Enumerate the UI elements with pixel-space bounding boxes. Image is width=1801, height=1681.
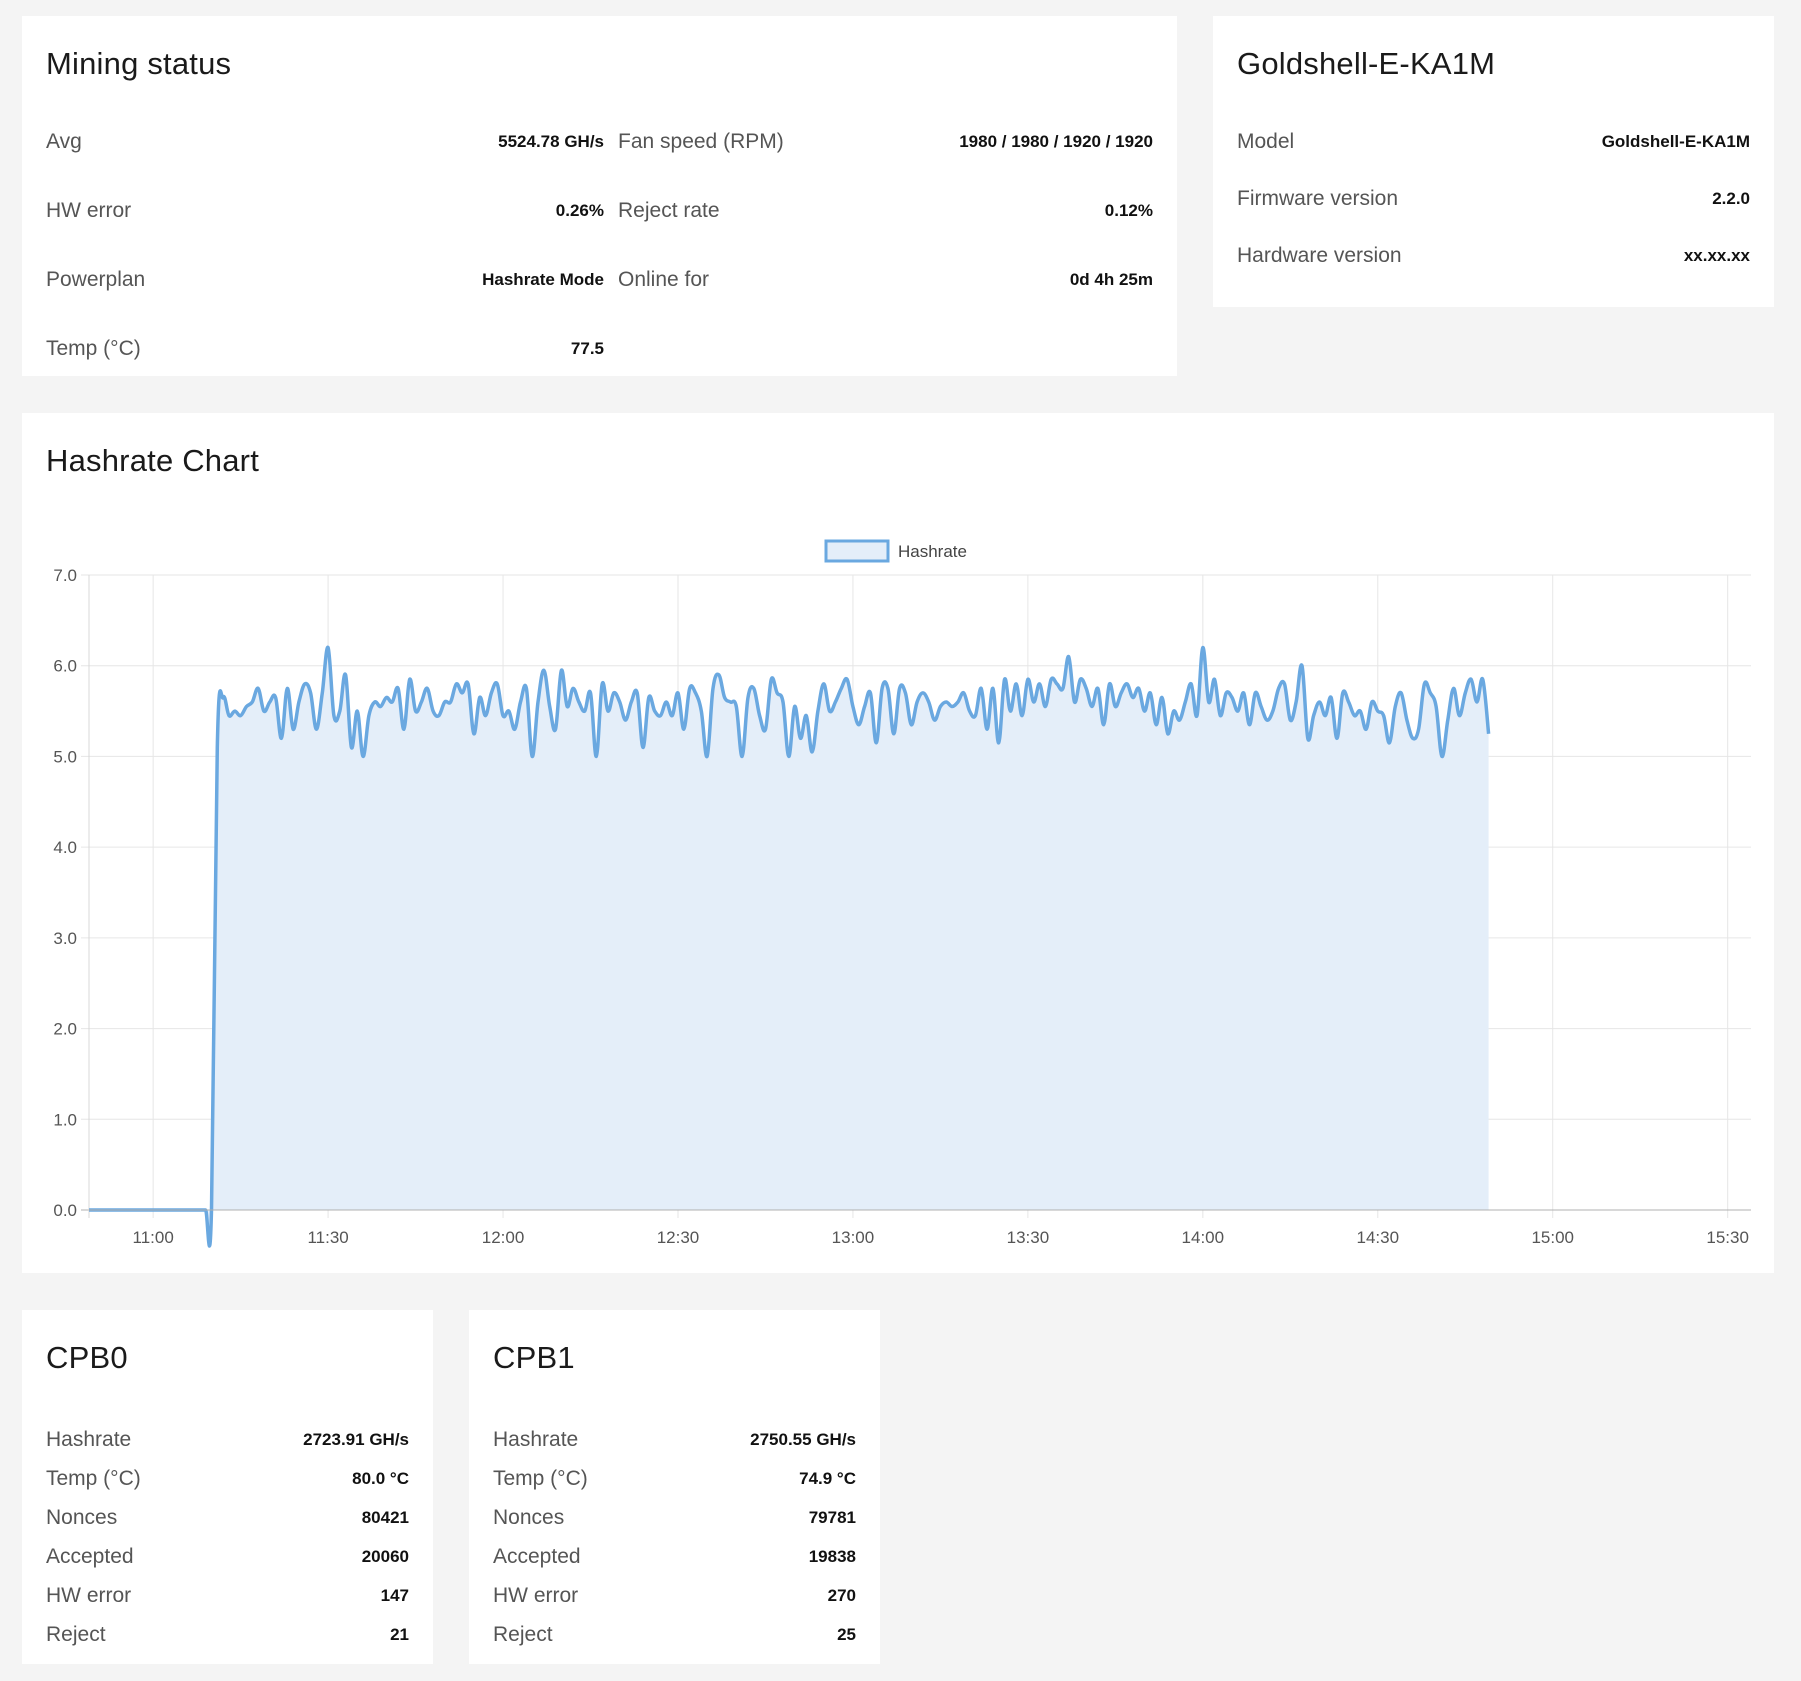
status-row-powerplan: Powerplan Hashrate Mode bbox=[46, 268, 604, 292]
status-value: 77.5 bbox=[570, 339, 604, 358]
status-row-online-for: Online for 0d 4h 25m bbox=[618, 268, 1153, 292]
status-value: 0.12% bbox=[1104, 201, 1153, 220]
cpb1-row-hw-error: HW error 270 bbox=[493, 1584, 856, 1608]
cpb-label: Nonces bbox=[46, 1506, 118, 1529]
status-value: 1980 / 1980 / 1920 / 1920 bbox=[959, 132, 1153, 151]
cpb-value: 147 bbox=[380, 1586, 409, 1605]
y-tick-label: 5.0 bbox=[53, 747, 77, 766]
status-label: Temp (°C) bbox=[46, 337, 141, 360]
x-tick-label: 12:30 bbox=[657, 1228, 700, 1247]
status-label: Avg bbox=[46, 130, 82, 153]
x-tick-label: 13:30 bbox=[1007, 1228, 1050, 1247]
device-row-firmware: Firmware version 2.2.0 bbox=[1237, 187, 1750, 211]
device-value: xx.xx.xx bbox=[1683, 246, 1750, 265]
device-label: Firmware version bbox=[1237, 187, 1399, 210]
cpb-value: 21 bbox=[390, 1625, 409, 1644]
cpb0-row-nonces: Nonces 80421 bbox=[46, 1506, 409, 1530]
x-tick-label: 12:00 bbox=[482, 1228, 525, 1247]
cpb0-title: CPB0 bbox=[46, 1340, 128, 1375]
cpb-label: HW error bbox=[46, 1584, 132, 1607]
mining-status-title: Mining status bbox=[46, 46, 232, 81]
status-label: Fan speed (RPM) bbox=[618, 130, 784, 153]
x-tick-label: 13:00 bbox=[832, 1228, 875, 1247]
cpb-label: Hashrate bbox=[46, 1428, 132, 1451]
series-line-hashrate bbox=[88, 645, 1491, 1248]
x-tick-label: 11:30 bbox=[307, 1228, 348, 1247]
status-label: HW error bbox=[46, 199, 132, 222]
device-label: Hardware version bbox=[1237, 244, 1402, 267]
cpb0-row-hw-error: HW error 147 bbox=[46, 1584, 409, 1608]
cpb0-row-accepted: Accepted 20060 bbox=[46, 1545, 409, 1569]
cpb1-title: CPB1 bbox=[493, 1340, 575, 1375]
cpb-label: Hashrate bbox=[493, 1428, 579, 1451]
y-tick-label: 4.0 bbox=[53, 838, 77, 857]
status-row-fan-speed: Fan speed (RPM) 1980 / 1980 / 1920 / 192… bbox=[618, 130, 1153, 154]
legend-swatch-hashrate bbox=[824, 539, 890, 563]
status-label: Powerplan bbox=[46, 268, 146, 291]
cpb-label: Temp (°C) bbox=[46, 1467, 141, 1490]
device-row-model: Model Goldshell-E-KA1M bbox=[1237, 130, 1750, 154]
cpb-label: Temp (°C) bbox=[493, 1467, 588, 1490]
cpb0-card: CPB0 Hashrate 2723.91 GH/s Temp (°C) 80.… bbox=[22, 1310, 433, 1664]
device-value: Goldshell-E-KA1M bbox=[1601, 132, 1750, 151]
status-value: Hashrate Mode bbox=[482, 270, 604, 289]
x-tick-label: 14:30 bbox=[1357, 1228, 1400, 1247]
device-value: 2.2.0 bbox=[1712, 189, 1750, 208]
cpb1-card: CPB1 Hashrate 2750.55 GH/s Temp (°C) 74.… bbox=[469, 1310, 880, 1664]
cpb0-row-temp: Temp (°C) 80.0 °C bbox=[46, 1467, 409, 1491]
device-info-card: Goldshell-E-KA1M Model Goldshell-E-KA1M … bbox=[1213, 16, 1774, 307]
cpb-label: Reject bbox=[46, 1623, 106, 1646]
device-label: Model bbox=[1237, 130, 1295, 153]
hashrate-chart-title: Hashrate Chart bbox=[46, 443, 260, 478]
cpb-value: 25 bbox=[837, 1625, 856, 1644]
cpb-value: 2750.55 GH/s bbox=[750, 1430, 856, 1449]
x-tick-label: 11:00 bbox=[133, 1228, 174, 1247]
status-value: 5524.78 GH/s bbox=[498, 132, 604, 151]
legend-label-hashrate: Hashrate bbox=[898, 542, 967, 561]
cpb-label: Reject bbox=[493, 1623, 553, 1646]
y-tick-label: 2.0 bbox=[53, 1020, 77, 1039]
cpb-value: 19838 bbox=[808, 1547, 856, 1566]
cpb-label: Accepted bbox=[46, 1545, 134, 1568]
status-value: 0.26% bbox=[555, 201, 604, 220]
series-area-hashrate bbox=[89, 647, 1489, 1246]
cpb1-row-nonces: Nonces 79781 bbox=[493, 1506, 856, 1530]
cpb1-row-temp: Temp (°C) 74.9 °C bbox=[493, 1467, 856, 1491]
status-label: Reject rate bbox=[618, 199, 720, 222]
cpb1-row-accepted: Accepted 19838 bbox=[493, 1545, 856, 1569]
x-tick-label: 15:00 bbox=[1531, 1228, 1574, 1247]
status-label: Online for bbox=[618, 268, 710, 291]
cpb-value: 270 bbox=[827, 1586, 856, 1605]
cpb-value: 74.9 °C bbox=[799, 1469, 856, 1488]
cpb-label: Accepted bbox=[493, 1545, 581, 1568]
status-row-hw-error: HW error 0.26% bbox=[46, 199, 604, 223]
cpb-label: HW error bbox=[493, 1584, 579, 1607]
device-title: Goldshell-E-KA1M bbox=[1237, 46, 1496, 81]
cpb-value: 79781 bbox=[808, 1508, 856, 1527]
cpb-value: 2723.91 GH/s bbox=[303, 1430, 409, 1449]
cpb-value: 80.0 °C bbox=[352, 1469, 409, 1488]
status-row-temp: Temp (°C) 77.5 bbox=[46, 337, 604, 361]
y-tick-label: 0.0 bbox=[53, 1201, 77, 1220]
cpb1-row-hashrate: Hashrate 2750.55 GH/s bbox=[493, 1428, 856, 1452]
x-tick-label: 15:30 bbox=[1706, 1228, 1749, 1247]
cpb-label: Nonces bbox=[493, 1506, 565, 1529]
status-value: 0d 4h 25m bbox=[1069, 270, 1153, 289]
mining-status-card: Mining status Avg 5524.78 GH/s HW error … bbox=[22, 16, 1177, 376]
cpb0-row-hashrate: Hashrate 2723.91 GH/s bbox=[46, 1428, 409, 1452]
hashrate-chart: 0.0 1.0 2.0 3.0 4.0 5.0 6.0 7.0 11:00 11:30 12:00 1… bbox=[53, 539, 1751, 1248]
y-tick-label: 7.0 bbox=[53, 566, 77, 585]
cpb1-row-reject: Reject 25 bbox=[493, 1623, 856, 1647]
y-tick-label: 1.0 bbox=[53, 1110, 77, 1129]
device-row-hardware: Hardware version xx.xx.xx bbox=[1237, 244, 1750, 268]
status-row-avg: Avg 5524.78 GH/s bbox=[46, 130, 604, 154]
status-row-reject-rate: Reject rate 0.12% bbox=[618, 199, 1153, 223]
x-tick-label: 14:00 bbox=[1182, 1228, 1225, 1247]
cpb-value: 80421 bbox=[361, 1508, 409, 1527]
cpb0-row-reject: Reject 21 bbox=[46, 1623, 409, 1647]
y-tick-label: 3.0 bbox=[53, 929, 77, 948]
cpb-value: 20060 bbox=[361, 1547, 409, 1566]
y-tick-label: 6.0 bbox=[53, 657, 77, 676]
hashrate-chart-card: Hashrate Chart 0.0 1.0 2.0 3.0 4.0 5.0 6.0 7.0 1… bbox=[22, 413, 1774, 1273]
